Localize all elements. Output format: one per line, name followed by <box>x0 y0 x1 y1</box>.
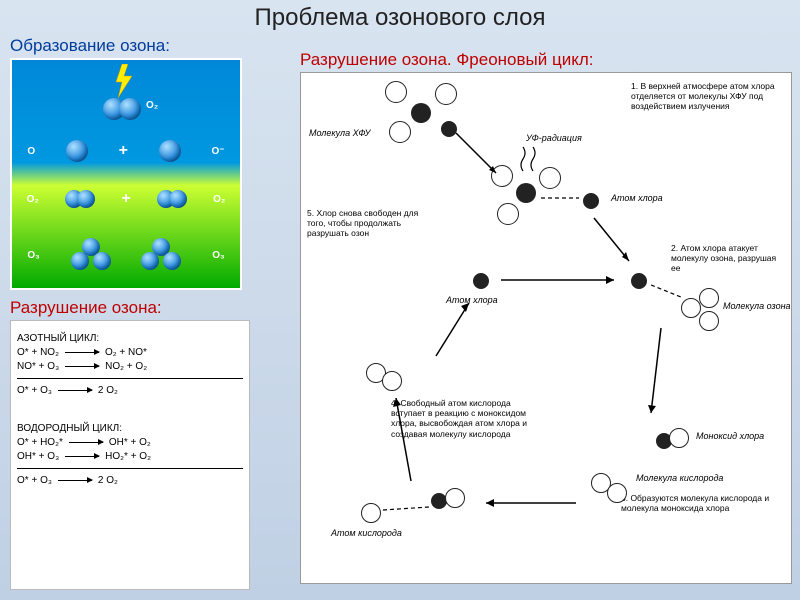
o2-label-br: Молекула кислорода <box>636 473 723 484</box>
arrow-icon <box>386 393 426 488</box>
arrow-icon <box>58 390 92 391</box>
eq-row: NO* + O₃NO₂ + O₂ <box>17 361 243 372</box>
freon-heading: Разрушение озона. Фреоновый цикл: <box>300 50 593 70</box>
eq-row: O* + NO₂O₂ + NO* <box>17 347 243 358</box>
step-2-text: 2. Атом хлора атакует молекулу озона, ра… <box>671 243 786 274</box>
arrow-icon <box>65 366 99 367</box>
divider <box>17 378 243 379</box>
molecule-o3-r <box>141 238 181 272</box>
eq-row: O* + O₃2 O₂ <box>17 385 243 396</box>
cl-atom-2 <box>631 273 647 289</box>
dash-line <box>541 191 581 205</box>
plus-icon: + <box>119 142 128 160</box>
dash-line-2 <box>651 281 685 301</box>
arrow-icon <box>65 352 99 353</box>
formation-heading: Образование озона: <box>10 36 170 56</box>
step-5-text: 5. Хлор снова свободен для того, чтобы п… <box>307 208 437 239</box>
cl-atom-free <box>473 273 489 289</box>
arrow-icon <box>496 273 621 287</box>
arrow-icon <box>451 128 506 183</box>
label-o: O <box>27 146 35 157</box>
destruction-heading: Разрушение озона: <box>10 298 162 318</box>
label-o2-r: O₂ <box>213 194 225 205</box>
reaction-cycles-panel: АЗОТНЫЙ ЦИКЛ: O* + NO₂O₂ + NO* NO* + O₃N… <box>10 320 250 590</box>
label-o-minus: O⁻ <box>212 146 225 157</box>
freon-cycle-diagram: 1. В верхней атмосфере атом хлора отделя… <box>300 72 792 584</box>
o-atom <box>361 503 381 523</box>
molecule-o3-l <box>71 238 111 272</box>
arrow-icon <box>431 298 476 363</box>
label-o2-l: O₂ <box>27 194 39 205</box>
hydrogen-cycle-title: ВОДОРОДНЫЙ ЦИКЛ: <box>17 423 243 434</box>
step-3-text: 3. Образуются молекула кислорода и молек… <box>621 493 776 513</box>
nitrogen-cycle-title: АЗОТНЫЙ ЦИКЛ: <box>17 333 243 344</box>
label-o3-r: O₃ <box>212 250 224 261</box>
divider <box>17 468 243 469</box>
eq-row: O* + HO₂*OH* + O₂ <box>17 437 243 448</box>
lightning-icon <box>114 64 134 98</box>
step-1-text: 1. В верхней атмосфере атом хлора отделя… <box>631 81 786 112</box>
molecule-o2-top <box>106 98 138 120</box>
arrow-icon <box>58 480 92 481</box>
label-o2: O₂ <box>146 100 158 111</box>
o3-label: Молекула озона <box>723 301 791 312</box>
arrow-icon <box>641 323 671 423</box>
dash-line-3 <box>383 505 431 515</box>
arrow-icon <box>589 213 639 268</box>
cfc-label: Молекула ХФУ <box>309 128 370 139</box>
molecule-o2-l <box>68 190 92 208</box>
arrow-icon <box>65 456 99 457</box>
molecule-o2-r <box>160 190 184 208</box>
arrow-icon <box>69 442 103 443</box>
o-label: Атом кислорода <box>331 528 402 539</box>
clo-label: Моноксид хлора <box>696 431 764 442</box>
uv-label: УФ-радиация <box>526 133 582 144</box>
arrow-icon <box>481 493 581 513</box>
eq-row: O* + O₃2 O₂ <box>17 475 243 486</box>
label-o3-l: O₃ <box>27 250 39 261</box>
atom-o-right <box>159 140 181 162</box>
eq-row: OH* + O₃HO₂* + O₂ <box>17 451 243 462</box>
plus-icon: + <box>121 190 130 208</box>
page-title: Проблема озонового слоя <box>0 0 800 32</box>
ozone-formation-diagram: O₂ O + O⁻ O₂ + O₂ O₃ O₃ <box>10 58 242 290</box>
atom-o-left <box>66 140 88 162</box>
cl-label: Атом хлора <box>611 193 663 204</box>
